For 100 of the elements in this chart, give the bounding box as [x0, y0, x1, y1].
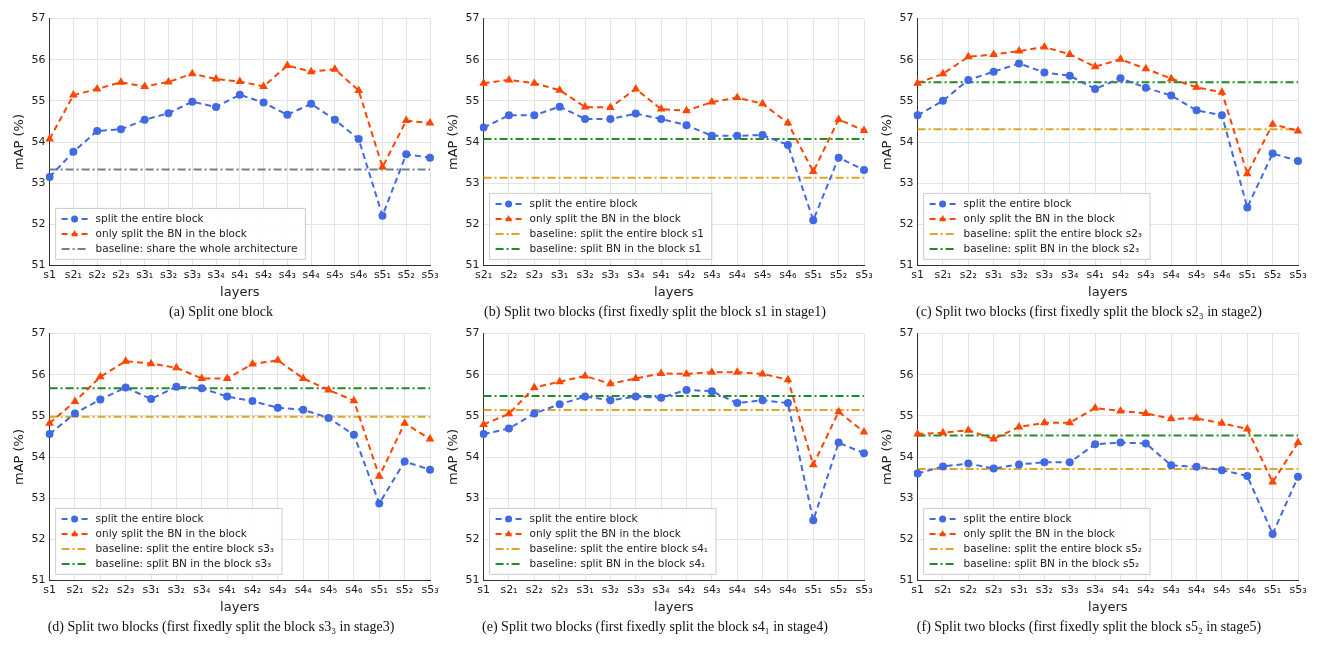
x-tick-label: s4₃ [1162, 582, 1180, 596]
point [657, 393, 666, 402]
point [1192, 462, 1201, 471]
point [1065, 71, 1074, 80]
point [283, 60, 292, 68]
point [1217, 87, 1227, 95]
point [1243, 203, 1252, 212]
y-tick-label: 54 [465, 449, 480, 463]
point [783, 374, 793, 383]
point [707, 367, 717, 375]
point [248, 359, 257, 367]
point [581, 392, 590, 401]
point [378, 162, 387, 170]
x-tick-label: s5₃ [421, 267, 439, 281]
x-tick-label: s4₄ [1162, 267, 1181, 281]
y-tick-label: 53 [465, 490, 480, 504]
x-tick-label: s2₁ [934, 267, 952, 281]
y-tick-label: 52 [899, 217, 914, 231]
point [989, 49, 999, 57]
text: (d) Split two blocks (first fixedly split the block s3₃ in stage3) [47, 619, 395, 636]
text: (b) Split two blocks (first fixedly split the block s1 in stage1) [484, 304, 827, 321]
point [1015, 460, 1024, 469]
point [479, 123, 488, 132]
point [504, 111, 513, 120]
x-tick-label: s3₄ [207, 267, 226, 281]
point [1116, 74, 1125, 83]
point [116, 77, 126, 85]
x-tick-label: s4₅ [319, 582, 338, 596]
point [834, 153, 843, 162]
point [859, 426, 869, 435]
point [606, 114, 615, 123]
legend-label: only split the BN in the block [963, 526, 1116, 539]
point [529, 382, 539, 390]
y-tick-label: 53 [465, 175, 480, 189]
legend-label: split the entire block [963, 511, 1073, 524]
point [758, 396, 767, 405]
y-tick-label: 57 [465, 326, 480, 340]
y-tick-label: 55 [465, 93, 480, 107]
x-tick-label: s2₂ [959, 582, 977, 596]
y-tick-label: 55 [899, 93, 914, 107]
point [631, 392, 640, 401]
legend-label: baseline: split BN in the block s2₃ [963, 241, 1140, 254]
x-tick-label: s5₂ [397, 267, 415, 281]
point [1217, 418, 1227, 426]
y-tick-label: 52 [465, 532, 480, 546]
point [211, 74, 221, 82]
y-tick-label: 57 [899, 11, 914, 25]
point [298, 373, 308, 381]
point [1040, 68, 1049, 77]
x-tick-label: s5₂ [1264, 267, 1282, 281]
point [425, 118, 435, 126]
legend-label: only split the BN in the block [95, 526, 248, 539]
point [555, 400, 564, 409]
point [330, 115, 339, 124]
x-tick-label: s4₃ [703, 582, 721, 596]
x-tick-label: s2₁ [64, 267, 82, 281]
point [529, 78, 539, 86]
y-tick-label: 55 [31, 93, 46, 107]
point [121, 356, 131, 364]
y-tick-label: 54 [465, 134, 480, 148]
point [1243, 471, 1252, 480]
x-tick-label: s1 [911, 582, 924, 596]
point [809, 216, 818, 225]
point [913, 78, 922, 86]
x-tick-label: s4₅ [1213, 582, 1231, 596]
x-tick-label: s4₃ [703, 267, 721, 281]
point [45, 429, 54, 438]
x-tick-label: s2₁ [66, 582, 84, 596]
point [606, 378, 615, 387]
x-axis-title: layers [654, 283, 694, 299]
legend-label: only split the BN in the block [529, 526, 682, 539]
point [259, 98, 268, 107]
point [656, 368, 666, 376]
point [140, 81, 150, 89]
point [555, 376, 565, 385]
legend-label: baseline: split BN in the block s5₂ [963, 556, 1140, 569]
y-tick-label: 56 [31, 367, 46, 381]
x-tick-label: s4₅ [326, 267, 344, 281]
legend-label: split the entire block [95, 511, 205, 524]
x-tick-label: s3₁ [142, 582, 160, 596]
point [783, 118, 793, 126]
point [1116, 405, 1125, 414]
x-tick-label: s4₆ [1238, 582, 1257, 596]
point [555, 85, 565, 93]
point [479, 429, 488, 438]
y-tick-label: 57 [899, 326, 914, 340]
x-tick-label: s4₂ [243, 582, 262, 596]
point [913, 469, 922, 478]
point [1065, 458, 1074, 467]
point [426, 153, 434, 162]
point [1192, 82, 1201, 90]
legend-label: baseline: split BN in the block s3₃ [95, 556, 272, 569]
point [212, 103, 221, 112]
point [147, 395, 156, 403]
x-tick-label: s3₃ [627, 582, 645, 596]
point [235, 90, 244, 99]
x-tick-label: s4₆ [350, 267, 368, 281]
x-tick-label: s4₅ [753, 267, 772, 281]
point [259, 81, 268, 89]
x-tick-label: s3₃ [183, 267, 201, 281]
